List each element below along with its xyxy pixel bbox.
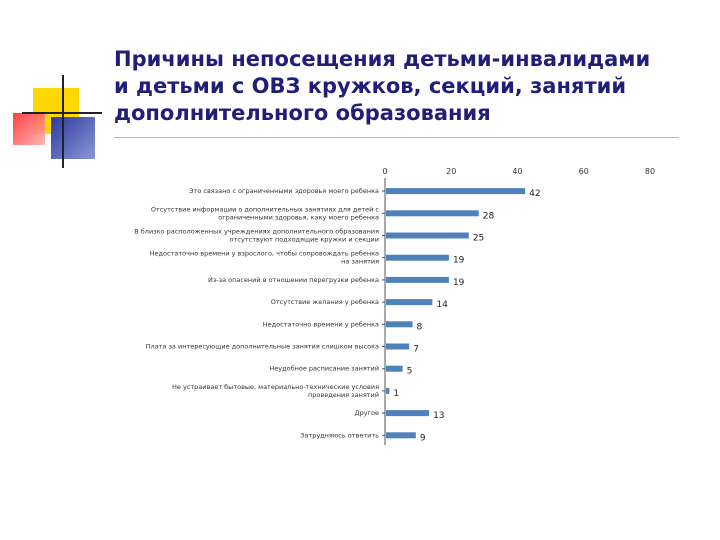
category-label-line: Затрудняюсь ответить (300, 431, 379, 439)
bar (386, 299, 433, 306)
category-label: Плата за интересующие дополнительные зан… (146, 343, 379, 351)
bar (386, 343, 410, 350)
bar (386, 321, 413, 328)
bar-value-label: 8 (417, 322, 423, 332)
category-label-line: проведения занятий (308, 391, 379, 399)
slide-title-line: Причины непосещения детьми-инвалидами (114, 47, 651, 71)
title-divider (114, 137, 679, 138)
category-label: Не устраивает бытовые, материально-техни… (172, 383, 379, 399)
category-label: Недостаточно времени у взрослого, чтобы … (150, 250, 379, 266)
bar (386, 432, 416, 439)
bar (386, 365, 403, 372)
category-label-line: Отсутствие желания у ребенка (271, 298, 379, 306)
bar (386, 387, 390, 394)
x-tick-label: 40 (512, 167, 522, 176)
deco-blue-square (51, 117, 95, 159)
bar-value-label: 14 (436, 300, 448, 310)
category-label-line: Отсутствие информации о дополнительных з… (151, 205, 380, 213)
bar (386, 254, 449, 261)
x-tick-label: 20 (446, 167, 456, 176)
bar-value-label: 19 (453, 256, 465, 266)
bar-value-label: 28 (483, 211, 495, 221)
bar-value-label: 1 (393, 389, 399, 399)
deco-red-square (13, 113, 45, 145)
slide-title-line: дополнительного образования (114, 101, 491, 125)
category-label-line: Другое (355, 409, 379, 417)
category-label: Отсутствие желания у ребенка (271, 298, 379, 306)
category-label: Неудобное расписание занятий (269, 365, 379, 373)
x-tick-label: 0 (382, 167, 387, 176)
bar-value-label: 5 (407, 367, 413, 377)
category-label-line: ограниченными здоровья, каку моего ребен… (218, 213, 379, 221)
slide-title: Причины непосещения детьми-инвалидами и … (114, 46, 714, 127)
bar (386, 210, 479, 217)
bar (386, 276, 449, 283)
bar-value-label: 9 (420, 433, 426, 443)
category-label-line: на занятия (341, 258, 379, 266)
bar-value-label: 19 (453, 278, 465, 288)
category-label: Другое (355, 409, 379, 417)
x-tick-label: 80 (645, 167, 655, 176)
bar (386, 410, 430, 417)
bar (386, 188, 526, 195)
bar-value-label: 13 (433, 411, 444, 421)
category-label-line: В близко расположенных учреждениях допол… (134, 228, 379, 236)
bar-value-label: 25 (473, 234, 484, 244)
category-label: Недостаточно времени у ребенка (263, 320, 379, 328)
category-label-line: Недостаточно времени у взрослого, чтобы … (150, 250, 379, 258)
x-tick-label: 60 (579, 167, 589, 176)
category-label: В близко расположенных учреждениях допол… (134, 228, 379, 244)
category-label: Из-за опасений в отношении перегрузки ре… (208, 276, 379, 284)
bar-value-label: 7 (413, 345, 419, 355)
category-label: Это связано с ограниченными здоровья мое… (189, 187, 379, 195)
deco-vertical-line (62, 75, 64, 168)
category-label-line: Не устраивает бытовые, материально-техни… (172, 383, 379, 391)
category-label-line: Неудобное расписание занятий (269, 365, 379, 373)
bar (386, 232, 469, 239)
category-label-line: Из-за опасений в отношении перегрузки ре… (208, 276, 379, 284)
reasons-bar-chart: 0 20 40 60 80 Это связано с ограниченными здо… (134, 167, 655, 445)
category-label: Отсутствие информации о дополнительных з… (151, 205, 380, 221)
category-label-line: Недостаточно времени у ребенка (263, 320, 379, 328)
category-label-line: Плата за интересующие дополнительные зан… (146, 343, 379, 351)
slide-title-line: и детьми с ОВЗ кружков, секций, занятий (114, 74, 627, 98)
deco-horizontal-line (22, 112, 102, 114)
bar-value-label: 42 (529, 189, 540, 199)
category-label-line: Это связано с ограниченными здоровья мое… (189, 187, 379, 195)
category-label: Затрудняюсь ответить (300, 431, 379, 439)
category-label-line: отсутствуют подходящие кружки и секции (230, 236, 379, 244)
